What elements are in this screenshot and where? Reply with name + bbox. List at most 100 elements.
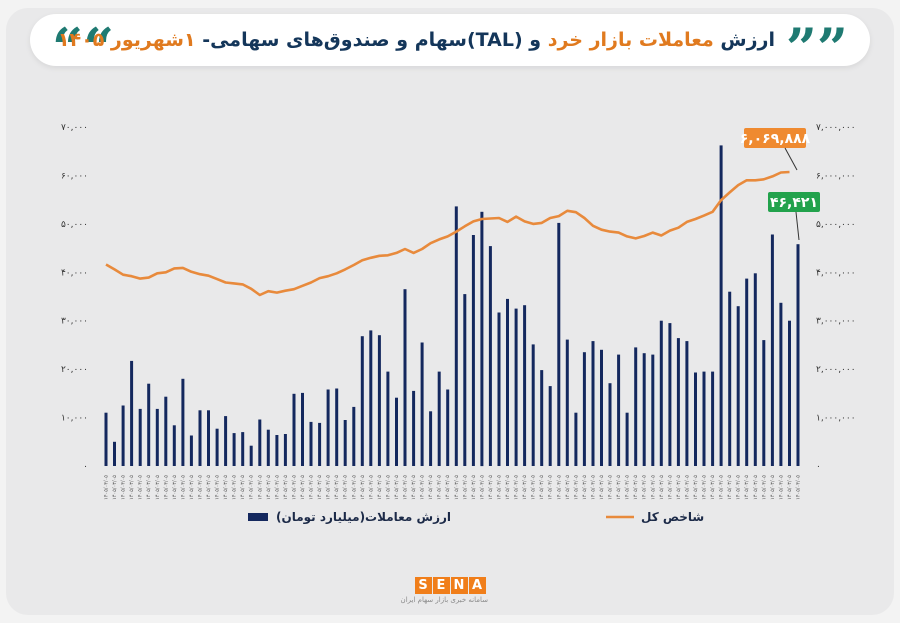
x-tick-label: ۱۴۰۵/۰۳/۰۵ [599,475,605,500]
bar [497,312,501,466]
bar [352,406,356,466]
x-tick-label: ۱۴۰۵/۰۳/۰۵ [121,475,127,500]
right-tick-label: ۲,۰۰۰,۰۰۰ [816,365,856,375]
right-tick-label: ۰ [816,462,821,472]
bar [779,302,783,466]
bar [642,353,646,466]
x-tick-label: ۱۴۰۵/۰۳/۰۵ [744,475,750,500]
x-tick-label: ۱۴۰۵/۰۳/۰۵ [479,475,485,500]
bar [241,432,245,466]
x-tick-label: ۱۴۰۵/۰۳/۰۵ [727,475,733,500]
bar [694,372,697,466]
x-tick-label: ۱۴۰۵/۰۳/۰۵ [437,475,443,500]
x-tick-label: ۱۴۰۵/۰۳/۰۵ [736,475,742,500]
bar [523,305,527,466]
bar [634,347,638,466]
legend-bar-swatch [248,513,268,521]
bar [600,349,603,466]
bar [335,388,339,466]
legend: ارزش معاملات(میلیارد تومان) شاخص کل [248,510,704,525]
bar [420,342,424,466]
x-tick-label: ۱۴۰۵/۰۳/۰۵ [659,475,665,500]
x-tick-label: ۱۴۰۵/۰۳/۰۵ [667,475,673,500]
x-tick-label: ۱۴۰۵/۰۳/۰۵ [300,475,306,500]
right-tick-label: ۴,۰۰۰,۰۰۰ [816,268,856,278]
x-tick-label: ۱۴۰۵/۰۳/۰۵ [787,475,793,500]
legend-bar-label: ارزش معاملات(میلیارد تومان) [276,510,451,525]
x-tick-label: ۱۴۰۵/۰۳/۰۵ [240,475,246,500]
x-tick-label: ۱۴۰۵/۰۳/۰۵ [129,475,135,500]
x-tick-label: ۱۴۰۵/۰۳/۰۵ [385,475,391,500]
x-tick-label: ۱۴۰۵/۰۳/۰۵ [274,475,280,500]
left-tick-label: ۵۰,۰۰۰ [61,220,88,230]
title-part2: و (TAL)سهام و صندوق‌های سهامی- [202,29,542,51]
x-tick-label: ۱۴۰۵/۰۳/۰۵ [189,475,195,500]
x-tick-label: ۱۴۰۵/۰۳/۰۵ [420,475,426,500]
x-tick-label: ۱۴۰۵/۰۳/۰۵ [471,475,477,500]
bar [651,354,655,466]
x-tick-label: ۱۴۰۵/۰۳/۰۵ [292,475,298,500]
x-tick-label: ۱۴۰۵/۰۳/۰۵ [112,475,118,500]
bar [488,246,492,466]
right-axis: ۰ ۱,۰۰۰,۰۰۰ ۲,۰۰۰,۰۰۰ ۳,۰۰۰,۰۰۰ ۴,۰۰۰,۰۰۰ ۵,۰… [816,123,856,472]
x-tick-label: ۱۴۰۵/۰۳/۰۵ [198,475,204,500]
x-tick-label: ۱۴۰۵/۰۳/۰۵ [403,475,409,500]
x-tick-label: ۱۴۰۵/۰۳/۰۵ [531,475,537,500]
bar [762,340,766,466]
x-tick-label: ۱۴۰۵/۰۳/۰۵ [761,475,767,500]
x-tick-label: ۱۴۰۵/۰۳/۰۵ [693,475,699,500]
line-last-value: ۶,۰۶۹,۸۸۸ [740,131,811,147]
bar [318,422,322,466]
legend-line-label: شاخص کل [641,510,704,524]
bar [215,428,219,466]
bar [540,370,544,466]
bar [258,419,262,466]
right-tick-label: ۶,۰۰۰,۰۰۰ [816,171,856,181]
header-banner: ““ ارزش معاملات بازار خرد و (TAL)سهام و … [30,14,870,78]
x-tick-label: ۱۴۰۵/۰۳/۰۵ [522,475,528,500]
bar [788,320,791,466]
bar [625,412,629,466]
bar [745,278,749,466]
bar [582,352,586,466]
bar [121,405,125,466]
bar [437,371,441,466]
bar [480,211,484,467]
x-tick-label: ۱۴۰۵/۰۳/۰۵ [710,475,716,500]
x-tick-label: ۱۴۰۵/۰۳/۰۵ [539,475,545,500]
left-axis: ۰ ۱۰,۰۰۰ ۲۰,۰۰۰ ۳۰,۰۰۰ ۴۰,۰۰۰ ۵۰,۰۰۰ ۶۰,۰۰۰ ۷۰,… [61,123,88,472]
bar [753,273,757,466]
bar [548,386,552,466]
x-tick-label: ۱۴۰۵/۰۳/۰۵ [249,475,255,500]
left-tick-label: ۳۰,۰۰۰ [61,317,88,327]
x-tick-label: ۱۴۰۵/۰۳/۰۵ [582,475,588,500]
bar [711,371,715,466]
bar [249,445,253,466]
bar [130,360,134,466]
bar [369,330,373,466]
x-tick-label: ۱۴۰۵/۰۳/۰۵ [180,475,186,500]
title-highlight: معاملات بازار خرد [547,29,714,51]
right-tick-label: ۷,۰۰۰,۰۰۰ [816,123,856,133]
bar [283,434,287,466]
bar [386,371,390,466]
x-tick-label: ۱۴۰۵/۰۳/۰۵ [351,475,357,500]
bar [454,206,458,466]
x-tick-label: ۱۴۰۵/۰۳/۰۵ [497,475,503,500]
bar [565,339,569,466]
bar [736,306,740,466]
bar [702,371,706,466]
bar [574,412,578,466]
right-tick-label: ۵,۰۰۰,۰۰۰ [816,220,856,230]
bar [275,435,279,466]
x-tick-label: ۱۴۰۵/۰۳/۰۵ [138,475,144,500]
x-tick-label: ۱۴۰۵/۰۳/۰۵ [309,475,315,500]
bar [796,244,800,466]
bar [617,354,621,466]
x-tick-label: ۱۴۰۵/۰۳/۰۵ [565,475,571,500]
double-quote-icon: ”” [785,16,848,80]
bar [189,435,193,466]
bar [770,234,774,466]
x-tick-label: ۱۴۰۵/۰۳/۰۵ [317,475,323,500]
